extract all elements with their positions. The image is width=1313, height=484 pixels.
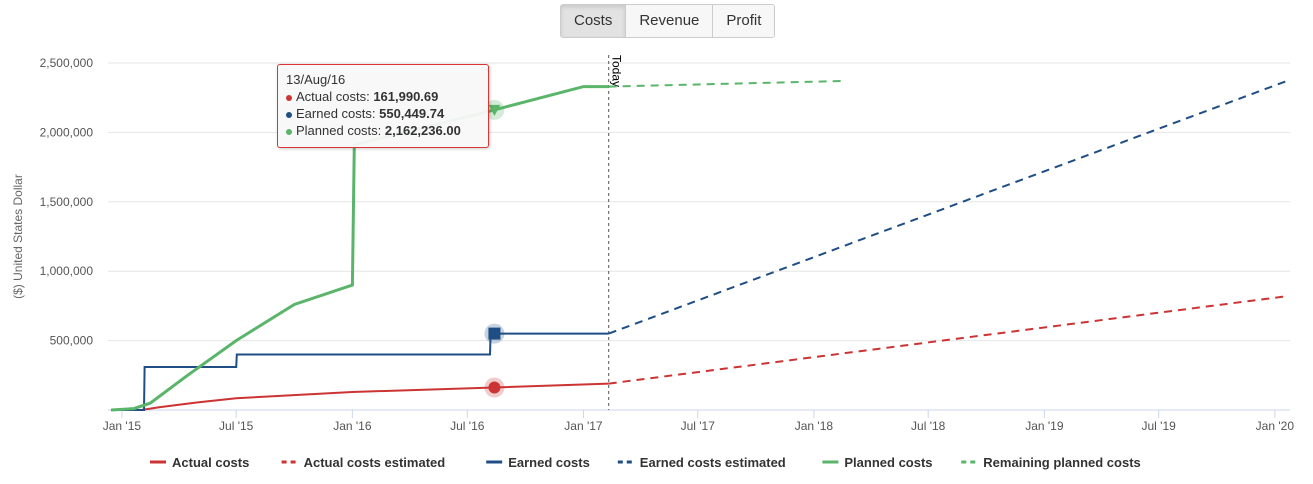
series-dot-icon bbox=[286, 128, 292, 135]
today-label: Today bbox=[610, 55, 624, 87]
tooltip-row: Earned costs: 550,449.74 bbox=[286, 105, 480, 122]
square-marker-icon bbox=[488, 327, 501, 340]
y-tick-label: 500,000 bbox=[50, 334, 94, 348]
tab-costs[interactable]: Costs bbox=[561, 5, 626, 37]
tab-profit[interactable]: Profit bbox=[712, 5, 775, 37]
y-tick-label: 2,500,000 bbox=[40, 56, 94, 70]
y-tick-label: 1,000,000 bbox=[40, 264, 94, 278]
series-line-actual-costs bbox=[111, 382, 609, 411]
legend-item-actual-costs-estimated[interactable]: Actual costs estimated bbox=[281, 455, 446, 470]
tooltip-row: Planned costs: 2,162,236.00 bbox=[286, 122, 480, 139]
legend-label: Actual costs bbox=[172, 455, 249, 470]
series-line-earned-costs bbox=[111, 332, 609, 411]
legend-item-planned-costs[interactable]: Planned costs bbox=[822, 455, 933, 470]
legend-label: Earned costs bbox=[508, 455, 590, 470]
legend-label: Planned costs bbox=[844, 455, 932, 470]
x-tick-label: Jul '15 bbox=[219, 419, 254, 433]
x-tick-label: Jul '19 bbox=[1142, 419, 1177, 433]
series-line-actual-costs-estimated bbox=[608, 295, 1287, 385]
legend-label: Actual costs estimated bbox=[304, 455, 446, 470]
series-dot-icon bbox=[286, 94, 292, 101]
series-dot-icon bbox=[286, 111, 292, 118]
tooltip-date: 13/Aug/16 bbox=[286, 72, 346, 87]
legend-item-earned-costs-estimated[interactable]: Earned costs estimated bbox=[617, 455, 786, 470]
x-tick-label: Jan '18 bbox=[795, 419, 834, 433]
x-tick-label: Jan '15 bbox=[103, 419, 142, 433]
series-line-remaining-planned-costs bbox=[608, 80, 843, 88]
tooltip-value: 161,990.69 bbox=[373, 89, 439, 104]
tooltip-label: Actual costs: bbox=[296, 89, 374, 104]
y-tick-label: 1,500,000 bbox=[40, 195, 94, 209]
x-tick-label: Jul '18 bbox=[911, 419, 946, 433]
y-tick-label: 2,000,000 bbox=[40, 125, 94, 139]
x-tick-label: Jan '20 bbox=[1256, 419, 1295, 433]
x-tick-label: Jan '17 bbox=[564, 419, 603, 433]
tooltip-label: Planned costs: bbox=[296, 123, 385, 138]
legend-item-remaining-planned-costs[interactable]: Remaining planned costs bbox=[961, 455, 1141, 470]
x-tick-label: Jul '16 bbox=[450, 419, 485, 433]
x-tick-label: Jan '19 bbox=[1025, 419, 1064, 433]
circle-marker-icon bbox=[488, 381, 501, 394]
x-tick-label: Jul '17 bbox=[681, 419, 716, 433]
tooltip-value: 2,162,236.00 bbox=[384, 123, 461, 138]
tooltip-value: 550,449.74 bbox=[379, 106, 445, 121]
legend-item-earned-costs[interactable]: Earned costs bbox=[486, 455, 590, 470]
series-line-planned-costs bbox=[111, 85, 609, 412]
legend-item-actual-costs[interactable]: Actual costs bbox=[150, 455, 249, 470]
y-axis-title: ($) United States Dollar bbox=[11, 174, 25, 299]
legend-label: Earned costs estimated bbox=[640, 455, 786, 470]
tooltip-label: Earned costs: bbox=[296, 106, 380, 121]
tooltip-row: Actual costs: 161,990.69 bbox=[286, 88, 480, 105]
x-tick-label: Jan '16 bbox=[333, 419, 372, 433]
triangle-marker-icon bbox=[488, 104, 501, 116]
chart-type-toggle: Costs Revenue Profit bbox=[560, 4, 776, 38]
tooltip: 13/Aug/16 Actual costs: 161,990.69 Earned… bbox=[277, 64, 489, 148]
series-line-earned-costs-estimated bbox=[608, 80, 1288, 335]
tab-revenue[interactable]: Revenue bbox=[625, 5, 713, 37]
legend-label: Remaining planned costs bbox=[983, 455, 1140, 470]
